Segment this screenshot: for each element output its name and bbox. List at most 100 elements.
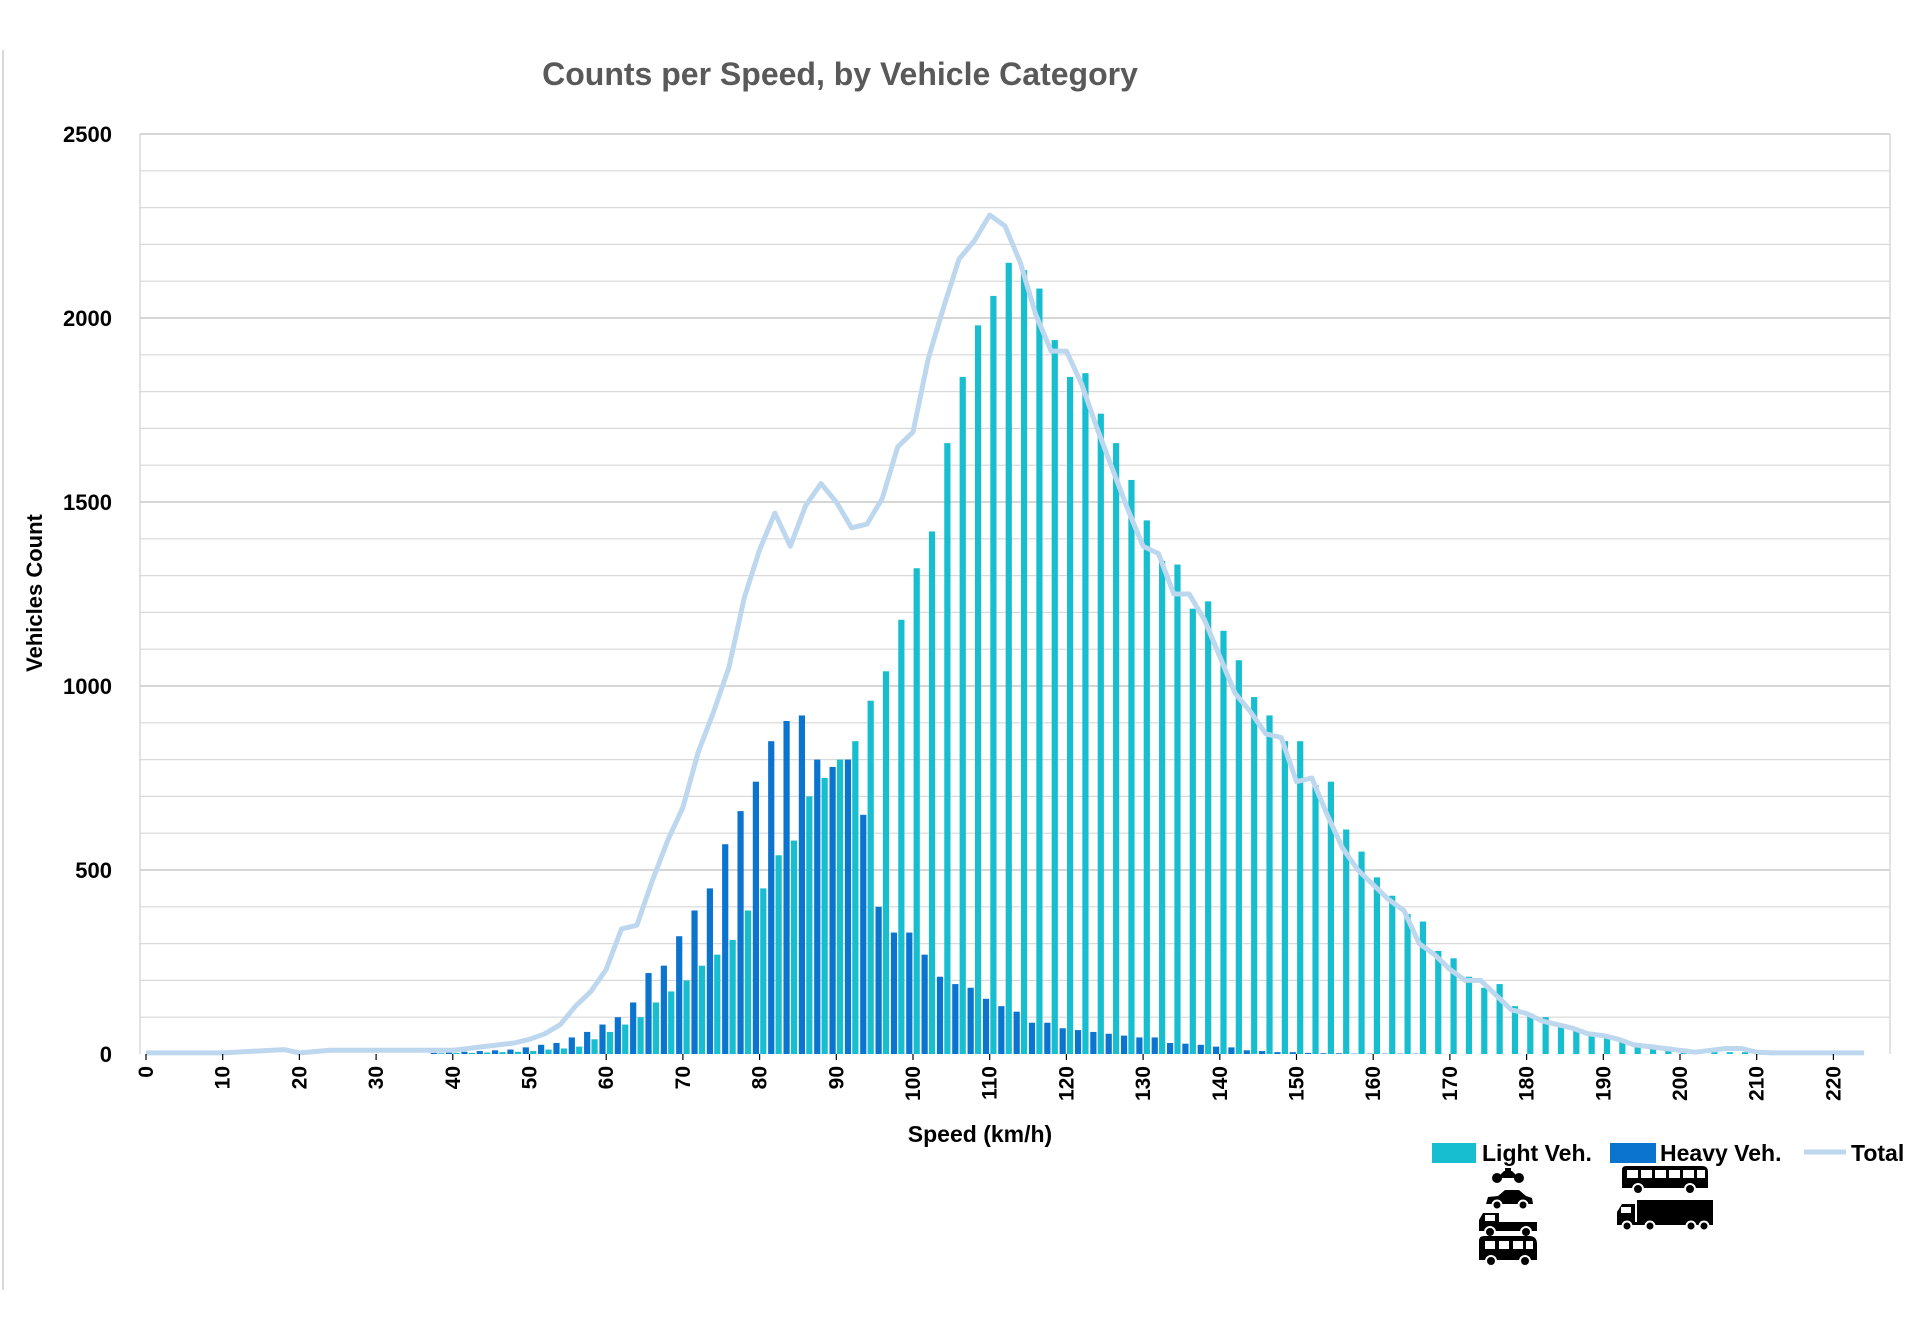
x-axis-label: Speed (km/h) [908, 1121, 1052, 1147]
bar-heavy [1228, 1047, 1235, 1054]
bar-heavy [1166, 1042, 1174, 1054]
bar-heavy [1243, 1050, 1250, 1054]
bar-light [591, 1039, 598, 1054]
bar-light [1235, 660, 1242, 1054]
bar-heavy [890, 932, 898, 1054]
bar-heavy [1274, 1052, 1281, 1054]
bar-light [1435, 950, 1442, 1054]
bar-light [867, 700, 874, 1054]
bar-light [514, 1051, 521, 1054]
bar-heavy [952, 984, 959, 1054]
bar-heavy [660, 965, 667, 1054]
bar-heavy [430, 1052, 437, 1054]
bar-light [1082, 373, 1089, 1054]
x-tick-label: 150 [1286, 1066, 1309, 1101]
bar-light [760, 888, 767, 1054]
bar-heavy [1289, 1052, 1296, 1054]
x-tick-label: 100 [902, 1066, 925, 1101]
bar-heavy [676, 936, 683, 1054]
bar-light [1527, 1013, 1534, 1054]
bar-light [1220, 630, 1227, 1054]
bar-heavy [798, 715, 806, 1054]
car-icon [1486, 1190, 1533, 1211]
bar-light [698, 965, 706, 1054]
bar-light [1542, 1017, 1549, 1054]
bar-light [1174, 564, 1181, 1054]
bar-heavy [1028, 1022, 1036, 1054]
bar-heavy [614, 1017, 621, 1054]
bar-heavy [722, 844, 729, 1054]
bar-light [729, 939, 736, 1054]
bar-light [530, 1051, 537, 1054]
bar-light [1419, 921, 1427, 1054]
total-line [146, 212, 1865, 1056]
bar-light [1067, 376, 1074, 1054]
y-tick-label: 1500 [63, 490, 112, 515]
bar-light [1588, 1031, 1595, 1054]
bar-heavy [1259, 1051, 1266, 1054]
bar-heavy [1059, 1028, 1066, 1054]
bar-light [1511, 1006, 1519, 1054]
bar-light [1251, 697, 1258, 1054]
x-tick-label: 90 [825, 1066, 848, 1089]
bar-light [1159, 560, 1166, 1054]
chart-title: Counts per Speed, by Vehicle Category [542, 56, 1138, 92]
bar-heavy [860, 814, 867, 1054]
bar-light [1465, 976, 1473, 1054]
bar-heavy [1044, 1022, 1051, 1054]
x-tick-label: 160 [1362, 1066, 1385, 1101]
bar-heavy [630, 1002, 637, 1054]
y-axis-label: Vehicles Count [22, 513, 47, 671]
bar-heavy [1182, 1043, 1189, 1054]
bar-light [1036, 288, 1043, 1054]
bar-light [790, 840, 798, 1054]
bar-light [898, 619, 905, 1054]
x-tick-label: 220 [1822, 1066, 1845, 1101]
y-tick-label: 0 [100, 1042, 112, 1067]
legend-item-total: Total [1804, 1140, 1904, 1166]
bus-icon [1622, 1166, 1708, 1195]
x-tick-label: 110 [979, 1066, 1002, 1100]
x-tick-label: 0 [135, 1066, 158, 1078]
x-axis-ticks: 0 10 20 30 40 50 60 70 80 90 100 110 120 130 140 150 160… [135, 1054, 1845, 1101]
x-tick-label: 190 [1592, 1066, 1615, 1101]
bar-heavy [1320, 1053, 1327, 1054]
bar-light [560, 1048, 567, 1054]
bar-heavy [768, 741, 775, 1054]
bar-heavy [1136, 1037, 1143, 1054]
bar-light [1450, 958, 1457, 1054]
bar-heavy [584, 1031, 591, 1054]
y-tick-label: 500 [75, 858, 112, 883]
x-tick-label: 80 [749, 1066, 772, 1089]
bar-heavy [829, 766, 836, 1054]
bar-heavy [1105, 1033, 1112, 1054]
bar-heavy [476, 1051, 483, 1054]
bar-light [1266, 715, 1273, 1054]
bar-light [990, 295, 997, 1054]
x-tick-label: 140 [1209, 1066, 1232, 1101]
bar-light [622, 1024, 629, 1054]
x-tick-label: 10 [212, 1066, 235, 1089]
bar-light [438, 1053, 445, 1054]
bar-light [453, 1052, 460, 1054]
pickup-truck-icon [1479, 1213, 1537, 1238]
bar-heavy [645, 973, 652, 1054]
bar-light [484, 1052, 491, 1054]
bar-heavy [492, 1050, 499, 1054]
bar-heavy [446, 1052, 453, 1054]
legend-swatch-heavy [1610, 1143, 1656, 1163]
bar-light [1619, 1039, 1626, 1054]
bar-light [775, 855, 782, 1054]
bar-heavy [538, 1044, 545, 1054]
bar-light [744, 910, 752, 1054]
bar-light [852, 741, 859, 1054]
bar-heavy [906, 932, 913, 1054]
bar-heavy [783, 720, 790, 1054]
bar-light [836, 759, 844, 1054]
bar-light [1205, 601, 1212, 1054]
bar-light [714, 954, 721, 1054]
x-tick-label: 130 [1132, 1066, 1155, 1101]
bar-light [1128, 479, 1135, 1054]
van-icon [1479, 1236, 1537, 1267]
bar-light [928, 531, 936, 1054]
